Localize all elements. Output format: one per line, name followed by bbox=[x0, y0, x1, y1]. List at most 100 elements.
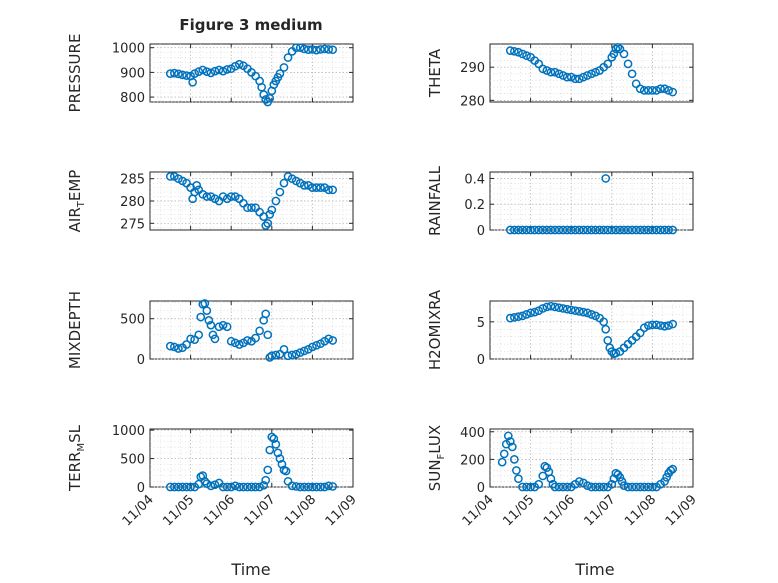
data-point bbox=[210, 334, 220, 344]
data-point bbox=[603, 59, 613, 69]
data-point bbox=[198, 65, 208, 75]
data-point bbox=[178, 70, 187, 80]
data-point bbox=[554, 69, 564, 79]
subplot-theta: 280 290 THETA bbox=[426, 42, 694, 109]
data-point bbox=[295, 482, 305, 492]
data-point bbox=[320, 44, 329, 54]
data-point bbox=[611, 44, 621, 54]
data-point bbox=[656, 225, 665, 235]
data-point bbox=[554, 225, 564, 235]
data-point bbox=[230, 481, 240, 491]
data-point bbox=[570, 306, 580, 316]
data-point bbox=[230, 61, 240, 71]
data-point bbox=[591, 67, 600, 77]
data-point bbox=[607, 479, 617, 489]
data-point bbox=[574, 307, 584, 316]
data-point bbox=[277, 459, 287, 469]
data-point bbox=[265, 210, 275, 219]
data-point bbox=[275, 454, 285, 463]
data-point bbox=[328, 336, 338, 345]
data-point bbox=[570, 225, 580, 235]
data-point bbox=[308, 183, 317, 192]
data-point bbox=[198, 471, 208, 480]
data-point bbox=[550, 225, 560, 235]
data-point bbox=[631, 225, 641, 235]
y-axis-label: PRESSURE bbox=[66, 34, 84, 113]
data-point bbox=[546, 301, 556, 311]
data-point bbox=[522, 482, 531, 492]
data-point bbox=[165, 482, 175, 492]
subplot-pressure: 800 900 1000 PRESSURE bbox=[66, 34, 354, 113]
data-point bbox=[619, 225, 629, 235]
data-point bbox=[316, 45, 325, 54]
data-point bbox=[617, 477, 627, 486]
data-point bbox=[518, 311, 527, 321]
data-point bbox=[312, 183, 321, 192]
data-point bbox=[587, 225, 596, 235]
data-point bbox=[263, 218, 273, 228]
data-point bbox=[558, 304, 568, 313]
data-point bbox=[291, 43, 301, 53]
data-point bbox=[234, 59, 244, 69]
subplot-grid: 800 900 1000 PRESSURE 280 290 THETA 275 280 285 AI… bbox=[66, 34, 700, 530]
data-point bbox=[648, 320, 657, 330]
data-point bbox=[615, 472, 625, 482]
data-point bbox=[267, 205, 277, 215]
data-point bbox=[611, 225, 621, 235]
data-point bbox=[530, 307, 540, 317]
y-tick-label: 500 bbox=[120, 453, 145, 468]
data-point bbox=[583, 225, 592, 235]
data-point bbox=[607, 225, 617, 235]
data-point bbox=[550, 482, 560, 492]
data-point bbox=[328, 185, 338, 195]
data-point bbox=[214, 322, 224, 332]
data-point bbox=[226, 336, 236, 346]
y-tick-label: 1000 bbox=[112, 42, 145, 57]
data-point bbox=[603, 225, 613, 235]
data-point bbox=[312, 45, 321, 55]
data-point bbox=[542, 225, 552, 235]
data-point bbox=[202, 306, 212, 316]
data-point bbox=[210, 66, 220, 76]
data-point bbox=[299, 181, 309, 190]
data-point bbox=[324, 185, 333, 195]
data-point bbox=[165, 69, 175, 78]
y-tick-label: 0 bbox=[137, 353, 145, 368]
data-point bbox=[230, 338, 240, 348]
data-point bbox=[204, 315, 214, 325]
data-point bbox=[587, 482, 596, 492]
data-point bbox=[583, 71, 592, 80]
data-point bbox=[291, 482, 301, 491]
data-point bbox=[316, 183, 325, 192]
data-point bbox=[308, 482, 317, 492]
data-point bbox=[558, 71, 568, 80]
data-point bbox=[218, 66, 228, 76]
data-point bbox=[170, 342, 179, 352]
y-tick-label: 0.4 bbox=[464, 172, 485, 187]
data-point bbox=[505, 313, 515, 323]
data-point bbox=[538, 225, 548, 235]
data-point bbox=[324, 45, 333, 54]
data-point bbox=[505, 46, 515, 55]
data-point bbox=[271, 196, 281, 206]
data-point bbox=[281, 466, 291, 476]
data-point bbox=[518, 225, 527, 235]
subplot-air-temp: 275 280 285 AIRTEMP bbox=[66, 170, 354, 232]
data-point bbox=[643, 321, 653, 330]
data-point bbox=[643, 225, 653, 235]
data-point bbox=[243, 336, 252, 345]
data-point bbox=[526, 308, 535, 318]
data-point bbox=[182, 71, 191, 80]
y-axis-label: RAINFALL bbox=[426, 165, 444, 236]
y-tick-label: 275 bbox=[120, 217, 145, 232]
data-point bbox=[662, 472, 671, 482]
data-point bbox=[652, 225, 661, 235]
data-point bbox=[263, 330, 273, 340]
data-point bbox=[312, 340, 321, 350]
data-point bbox=[574, 74, 584, 84]
y-tick-label: 400 bbox=[460, 426, 485, 441]
data-point bbox=[174, 69, 183, 79]
data-point bbox=[218, 482, 228, 492]
data-point bbox=[328, 482, 338, 491]
